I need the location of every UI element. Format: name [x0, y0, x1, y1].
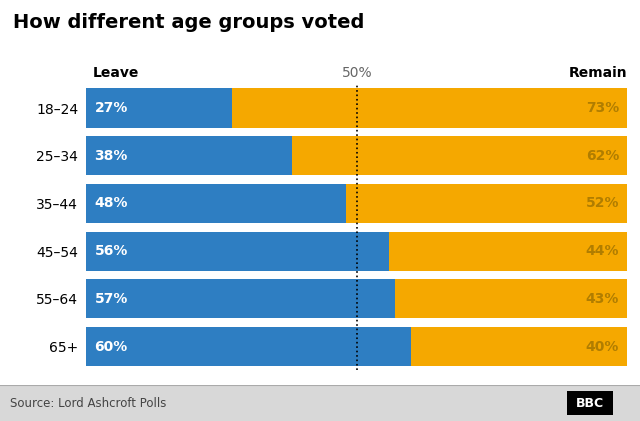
Text: 60%: 60%: [95, 340, 128, 354]
Bar: [86, 136, 292, 175]
Bar: [389, 232, 627, 271]
Text: 44%: 44%: [586, 244, 619, 258]
Text: 40%: 40%: [586, 340, 619, 354]
Text: 48%: 48%: [95, 197, 128, 210]
Bar: [292, 136, 627, 175]
Text: 43%: 43%: [586, 292, 619, 306]
Text: 38%: 38%: [95, 149, 128, 163]
Text: Source: Lord Ashcroft Polls: Source: Lord Ashcroft Polls: [10, 397, 166, 410]
Text: 73%: 73%: [586, 101, 619, 115]
Text: BBC: BBC: [576, 397, 604, 410]
Text: 52%: 52%: [586, 197, 619, 210]
Bar: [86, 184, 346, 223]
Bar: [86, 88, 232, 128]
Text: Leave: Leave: [93, 66, 139, 80]
Bar: [395, 280, 627, 318]
FancyBboxPatch shape: [567, 391, 613, 415]
Bar: [346, 184, 627, 223]
Bar: [232, 88, 627, 128]
Text: 56%: 56%: [95, 244, 128, 258]
Text: Remain: Remain: [568, 66, 627, 80]
Text: How different age groups voted: How different age groups voted: [13, 13, 364, 32]
Bar: [411, 327, 627, 366]
Bar: [86, 327, 411, 366]
Text: 62%: 62%: [586, 149, 619, 163]
Bar: [86, 280, 395, 318]
Text: 27%: 27%: [95, 101, 128, 115]
Text: 50%: 50%: [342, 66, 372, 80]
Text: 57%: 57%: [95, 292, 128, 306]
Bar: [86, 232, 389, 271]
